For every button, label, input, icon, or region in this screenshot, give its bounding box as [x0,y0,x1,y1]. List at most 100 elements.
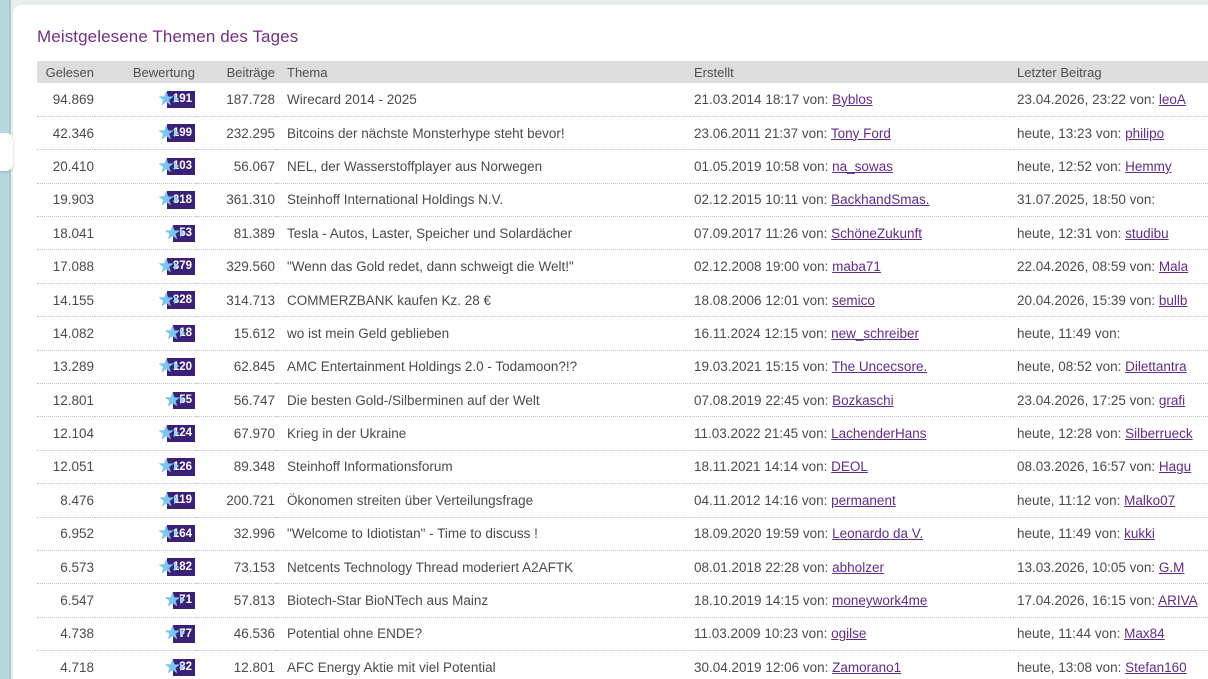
created-user-link[interactable]: LachenderHans [831,426,927,442]
topic-link[interactable]: AMC Entertainment Holdings 2.0 - Todamoo… [287,359,578,375]
created-user-link[interactable]: DEOL [831,459,868,475]
last-post-user-link[interactable]: Hemmy [1125,158,1172,174]
created-user-link[interactable]: Bozkaschi [832,392,894,408]
post-count: 187.728 [196,83,276,117]
created-date: 18.10.2019 14:15 [694,593,800,609]
column-header-bewertung[interactable]: Bewertung [95,61,196,83]
last-post-user-link[interactable]: Silberrueck [1125,426,1193,442]
last-post-date: 13.03.2026, 10:05 [1017,559,1126,575]
created-user-link[interactable]: Zamorano1 [832,660,902,676]
post-count: 62.845 [196,350,276,385]
topic-link[interactable]: Steinhoff International Holdings N.V. [287,192,504,208]
column-header-erstellt[interactable]: Erstellt [690,61,1013,83]
created-user-link[interactable]: BackhandSmas. [831,192,930,208]
last-post-user-link[interactable]: Stefan160 [1125,660,1187,676]
created-user-link[interactable]: The Uncecsore. [831,359,928,375]
read-count: 13.289 [37,350,95,385]
created-user-link[interactable]: maba71 [832,259,881,275]
created-date: 02.12.2015 10:11 [694,192,799,208]
table-row: 94.869 ★ 191 187.728 Wirecard 2014 - 202… [37,83,1208,117]
column-header-beitraege[interactable]: Beiträge [196,61,276,83]
table-row: 8.476 ★ 119 200.721 Ökonomen streiten üb… [37,483,1208,518]
table-row: 6.573 ★ 182 73.153 Netcents Technology T… [37,550,1208,585]
created-cell: 18.08.2006 12:01 von: semico [690,283,1013,318]
topic-link[interactable]: Netcents Technology Thread moderiert A2A… [287,559,574,575]
last-post-user-link[interactable]: bullb [1158,292,1188,308]
last-post-user-link[interactable]: leoA [1158,91,1186,107]
topic-link[interactable]: Bitcoins der nächste Monsterhype steht b… [287,125,565,141]
created-user-link[interactable]: semico [832,292,875,308]
last-post-date: 08.03.2026, 16:57 [1017,459,1126,475]
topic-link[interactable]: AFC Energy Aktie mit viel Potential [287,660,496,676]
post-count: 15.612 [196,316,276,351]
topic-link[interactable]: "Wenn das Gold redet, dann schweigt die … [287,259,574,275]
topic-link[interactable]: Ökonomen streiten über Verteilungsfrage [287,492,534,508]
topic-link[interactable]: COMMERZBANK kaufen Kz. 28 € [287,292,492,308]
last-post-date: heute, 08:52 [1017,359,1093,375]
column-header-thema[interactable]: Thema [276,61,690,83]
topic-link[interactable]: wo ist mein Geld geblieben [287,325,450,341]
topic-link[interactable]: Potential ohne ENDE? [287,626,423,642]
topic-link[interactable]: Biotech-Star BioNTech aus Mainz [287,593,489,609]
von-label: von: [1129,593,1159,609]
last-post-user-link[interactable]: Max84 [1124,626,1165,642]
read-count: 12.801 [37,383,95,418]
created-user-link[interactable]: Leonardo da V. [832,526,924,542]
topic-link[interactable]: Tesla - Autos, Laster, Speicher und Sola… [287,225,573,241]
created-date: 08.01.2018 22:28 [694,559,800,575]
last-post-user-link[interactable]: G.M [1158,559,1185,575]
created-user-link[interactable]: Byblos [832,91,873,107]
read-count: 14.155 [37,283,95,318]
last-post-date: 17.04.2026, 16:15 [1017,593,1126,609]
created-date: 18.09.2020 19:59 [694,526,800,542]
last-post-user-link[interactable]: grafi [1158,392,1186,408]
created-user-link[interactable]: na_sowas [832,158,893,174]
panel-toggle-handle[interactable] [0,133,13,171]
created-cell: 19.03.2021 15:15 von: The Uncecsore. [690,350,1013,385]
von-label: von: [802,392,833,408]
last-post-cell: 13.03.2026, 10:05 von: G.M [1013,550,1208,585]
von-label: von: [801,325,832,341]
created-user-link[interactable]: SchöneZukunft [831,225,922,241]
column-header-gelesen[interactable]: Gelesen [37,61,95,83]
table-row: 12.051 ★ 126 89.348 Steinhoff Informatio… [37,450,1208,485]
last-post-user-link[interactable]: ARIVA [1158,593,1198,609]
created-date: 07.09.2017 11:26 [694,225,799,241]
topic-link[interactable]: "Welcome to Idiotistan" - Time to discus… [287,526,538,542]
created-cell: 07.09.2017 11:26 von: SchöneZukunft [690,216,1013,251]
created-user-link[interactable]: abholzer [832,559,884,575]
topic-link[interactable]: Die besten Gold-/Silberminen auf der Wel… [287,392,540,408]
last-post-user-link[interactable]: Mala [1158,259,1189,275]
last-post-user-link[interactable]: studibu [1125,225,1169,241]
table-row: 42.346 ★ 199 232.295 Bitcoins der nächst… [37,116,1208,151]
star-icon: ★ [157,356,179,378]
last-post-user-link[interactable]: Hagu [1158,459,1192,475]
last-post-date: heute, 11:49 [1017,325,1092,341]
topic-link[interactable]: Wirecard 2014 - 2025 [287,91,417,107]
star-icon: ★ [164,657,186,679]
created-user-link[interactable]: permanent [831,492,896,508]
post-count: 89.348 [196,450,276,485]
created-user-link[interactable]: Tony Ford [830,125,891,141]
column-header-letzter-beitrag[interactable]: Letzter Beitrag [1013,61,1208,83]
star-icon: ★ [164,322,186,344]
last-post-user-link[interactable]: kukki [1124,526,1155,542]
topic-link[interactable]: NEL, der Wasserstoffplayer aus Norwegen [287,158,543,174]
last-post-cell: 08.03.2026, 16:57 von: Hagu [1013,450,1208,485]
created-user-link[interactable]: moneywork4me [832,593,928,609]
created-user-link[interactable]: ogilse [831,626,867,642]
last-post-user-link[interactable]: philipo [1125,125,1165,141]
topic-link[interactable]: Steinhoff Informationsforum [287,459,453,475]
last-post-cell: 22.04.2026, 08:59 von: Mala [1013,249,1208,284]
von-label: von: [801,426,832,442]
last-post-user-link[interactable]: Dilettantra [1125,359,1187,375]
read-count: 12.104 [37,416,95,451]
table-row: 13.289 ★ 120 62.845 AMC Entertainment Ho… [37,350,1208,385]
rating-badge: ★ 53 [164,224,195,243]
topic-link[interactable]: Krieg in der Ukraine [287,426,407,442]
von-label: von: [1094,526,1125,542]
last-post-user-link[interactable]: Malko07 [1124,492,1176,508]
last-post-cell: 23.04.2026, 23:22 von: leoA [1013,83,1208,117]
von-label: von: [801,492,832,508]
created-user-link[interactable]: new_schreiber [831,325,919,341]
